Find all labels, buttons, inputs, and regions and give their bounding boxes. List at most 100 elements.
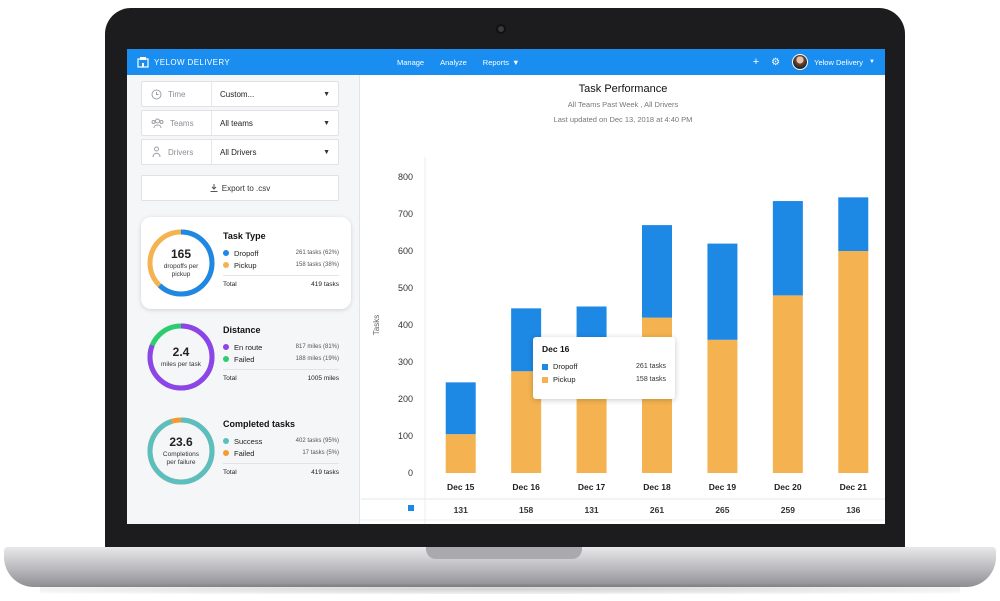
y-axis-label: Tasks [372,315,381,335]
time-filter-select[interactable]: Custom... ▼ [212,82,338,106]
legend-row: Success 402 tasks (95%) [223,435,339,447]
table-dropoff-swatch [408,505,414,511]
table-cell-dropoff: 131 [454,505,468,515]
teams-filter-value: All teams [220,118,253,128]
y-tick-label: 600 [398,246,413,256]
failed-dot [223,450,229,456]
distance-ring [147,323,215,391]
en-route-dot [223,344,229,350]
legend-value: 158 tasks (38%) [295,262,339,268]
distance-total: Total 1005 miles [223,369,339,382]
completed-info: Completed tasks Success 402 tasks (95%) F… [223,419,339,476]
legend-label: En route [234,342,263,352]
filters-panel: Time Custom... ▼ Teams All teams ▼ Drivers… [127,75,360,524]
table-cell-dropoff: 261 [650,505,664,515]
tooltip-label: Dropoff [553,362,578,371]
user-name: Yelow Delivery [814,57,864,67]
y-tick-label: 800 [398,172,413,182]
legend-row: En route 817 miles (81%) [223,341,339,353]
laptop-shadow [40,584,960,594]
bar-pickup [838,251,869,473]
time-filter[interactable]: Time Custom... ▼ [141,81,339,107]
nav-reports[interactable]: Reports ▼ [483,58,520,67]
legend-label: Pickup [234,260,257,270]
export-csv-button[interactable]: Export to .csv [141,175,339,201]
gear-icon[interactable]: ⚙ [771,56,781,68]
task-type-number: 165 [170,247,192,261]
time-filter-label: Time [168,89,186,99]
teams-filter-select[interactable]: All teams ▼ [212,111,338,135]
chevron-down-icon: ▼ [323,90,330,98]
team-icon [151,118,164,128]
teams-filter[interactable]: Teams All teams ▼ [141,110,339,136]
bar-dropoff [642,225,672,318]
drivers-filter[interactable]: Drivers All Drivers ▼ [141,139,339,165]
pickup-dot [223,262,229,268]
tooltip-value: 158 tasks [636,376,666,383]
x-tick-label: Dec 15 [447,482,475,492]
nav-reports-label: Reports [482,58,510,67]
chevron-down-icon: ▼ [323,119,330,127]
table-cell-dropoff: 158 [519,505,533,515]
driver-icon [152,146,161,158]
failed-dot [223,356,229,362]
total-value: 419 tasks [311,469,339,476]
task-type-card[interactable]: 165 dropoffs per pickup Task Type Dropof… [141,217,351,309]
dropoff-dot [223,250,229,256]
brand-logo[interactable]: YELOW DELIVERY [137,56,230,68]
legend-row: Pickup 158 tasks (38%) [223,259,339,271]
distance-title: Distance [223,325,261,335]
teams-filter-label-cell: Teams [142,111,212,135]
time-filter-value: Custom... [220,89,255,99]
x-tick-label: Dec 18 [643,482,671,492]
tooltip-row: Pickup 158 tasks [542,373,666,386]
distance-card[interactable]: 2.4 miles per task Distance En route 817 … [141,311,351,403]
plus-icon[interactable]: + [752,56,760,68]
building-icon [137,57,149,68]
drivers-filter-select[interactable]: All Drivers ▼ [212,140,338,164]
completed-number: 23.6 [169,435,193,449]
task-type-info: Task Type Dropoff 261 tasks (62%) Pickup 1… [223,231,339,288]
chart-panel: Task Performance All Teams Past Week , A… [361,75,885,524]
task-type-ring [147,229,215,297]
legend-row: Dropoff 261 tasks (62%) [223,247,339,259]
table-cell-dropoff: 259 [781,505,795,515]
legend-value: 188 miles (19%) [295,356,339,362]
nav-analyze[interactable]: Analyze [440,58,467,67]
total-label: Total [223,281,237,288]
total-label: Total [223,469,237,476]
nav-manage[interactable]: Manage [397,58,425,67]
y-tick-label: 400 [398,320,413,330]
chart-subtitle: All Teams Past Week , All Drivers [567,100,679,109]
x-tick-label: Dec 19 [709,482,737,492]
legend-value: 402 tasks (95%) [295,438,339,444]
completed-tasks-card[interactable]: 23.6 Completions per failure Completed t… [141,405,351,497]
user-menu[interactable]: Yelow Delivery ▼ [792,54,875,70]
legend-label: Dropoff [234,248,259,258]
pickup-swatch [542,376,548,383]
chevron-down-icon: ▼ [323,148,330,156]
distance-donut-label: 2.4 miles per task [146,322,216,392]
task-type-sub: dropoffs per pickup [163,263,199,278]
chevron-down-icon: ▼ [512,58,520,67]
completed-ring [147,417,215,485]
legend-label: Success [234,436,263,446]
camera-icon [496,24,506,34]
time-filter-label-cell: Time [142,82,212,106]
chart-updated: Last updated on Dec 13, 2018 at 4:40 PM [553,115,693,124]
drivers-filter-label-cell: Drivers [142,140,212,164]
success-dot [223,438,229,444]
legend-value: 17 tasks (5%) [302,450,339,456]
x-tick-label: Dec 21 [840,482,868,492]
chart-title: Task Performance [578,83,668,95]
y-tick-label: 200 [398,394,413,404]
total-value: 419 tasks [311,281,339,288]
legend-row: Failed 188 miles (19%) [223,353,339,365]
task-type-title: Task Type [223,231,266,241]
dropoff-swatch [542,363,548,370]
bar-pickup [445,434,476,473]
teams-filter-label: Teams [170,118,194,128]
y-tick-label: 700 [398,209,413,219]
